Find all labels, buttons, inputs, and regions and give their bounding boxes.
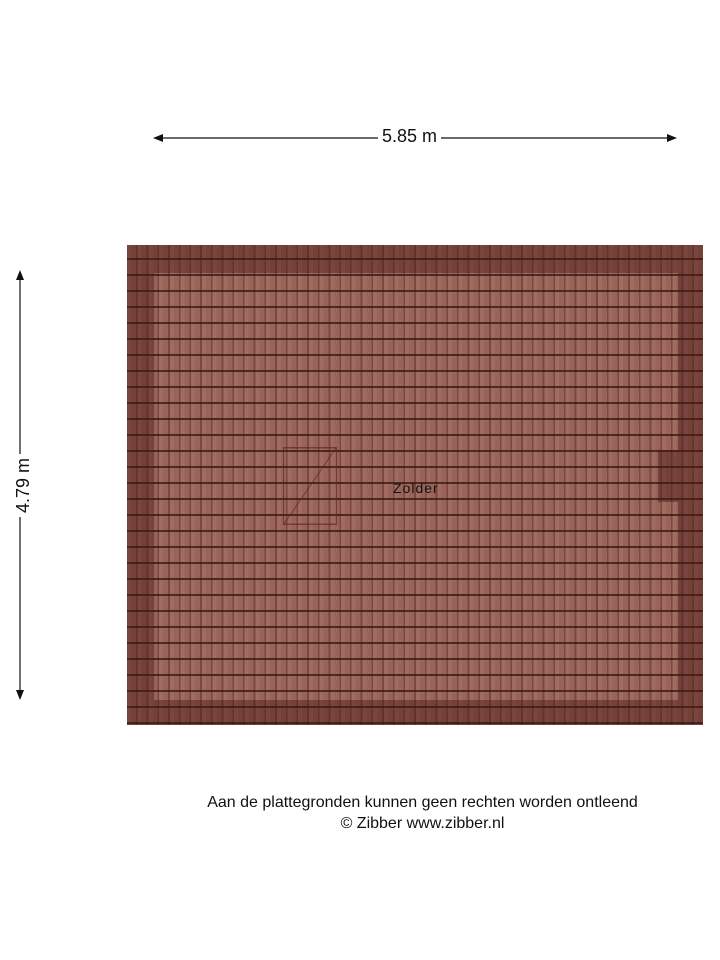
roof-edge-top [127, 245, 703, 273]
roof-hatch [283, 447, 337, 525]
hatch-cross-icon [283, 447, 337, 525]
room-label-zolder: Zolder [393, 480, 439, 496]
roof-edge-right [678, 273, 703, 700]
disclaimer-text: Aan de plattegronden kunnen geen rechten… [207, 794, 638, 811]
roof-plan [127, 245, 703, 725]
height-dimension: 4.79 m [10, 270, 35, 700]
roof-edge-left [127, 273, 154, 700]
dormer [658, 450, 678, 502]
width-label: 5.85 m [378, 126, 442, 147]
width-dimension: 5.85 m [153, 126, 677, 147]
copyright-text: © Zibber www.zibber.nl [340, 815, 505, 832]
height-label: 4.79 m [13, 453, 35, 518]
roof-edge-bottom [127, 700, 703, 725]
